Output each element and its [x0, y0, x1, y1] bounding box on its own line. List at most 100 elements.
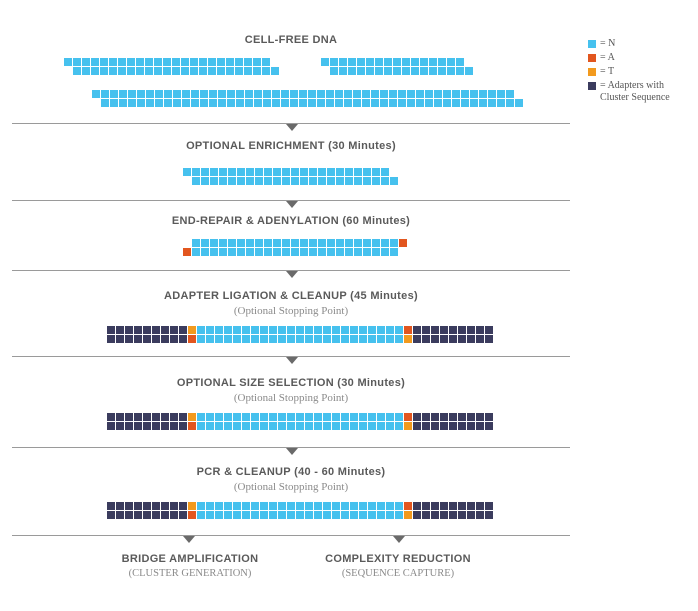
- base-n-block: [269, 502, 277, 510]
- base-n-block: [350, 502, 358, 510]
- base-n-block: [228, 239, 236, 247]
- adapter-block: [125, 422, 133, 430]
- base-n-block: [242, 335, 250, 343]
- base-n-block: [395, 326, 403, 334]
- base-n-block: [128, 90, 136, 98]
- base-n-block: [341, 502, 349, 510]
- base-n-block: [290, 90, 298, 98]
- adapter-block: [179, 326, 187, 334]
- base-t-block: [404, 511, 412, 519]
- adapter-block: [170, 413, 178, 421]
- base-n-block: [182, 90, 190, 98]
- base-n-block: [308, 99, 316, 107]
- base-n-block: [215, 335, 223, 343]
- adapter-block: [449, 502, 457, 510]
- base-n-block: [411, 67, 419, 75]
- base-n-block: [461, 90, 469, 98]
- base-n-block: [309, 177, 317, 185]
- base-n-block: [218, 99, 226, 107]
- dna-strand-row: [192, 239, 408, 247]
- base-n-block: [119, 99, 127, 107]
- base-n-block: [242, 326, 250, 334]
- adapter-block: [125, 511, 133, 519]
- base-n-block: [287, 413, 295, 421]
- dna-strand-row: [183, 248, 399, 256]
- base-n-block: [291, 248, 299, 256]
- base-n-block: [236, 99, 244, 107]
- base-n-block: [263, 99, 271, 107]
- adapter-block: [422, 413, 430, 421]
- base-n-block: [336, 248, 344, 256]
- base-n-block: [296, 335, 304, 343]
- base-n-block: [305, 413, 313, 421]
- base-n-block: [332, 511, 340, 519]
- adapter-block: [107, 511, 115, 519]
- base-n-block: [335, 90, 343, 98]
- base-n-block: [208, 58, 216, 66]
- adapter-block: [431, 335, 439, 343]
- square-swatch-icon: [588, 68, 596, 76]
- adapter-block: [476, 335, 484, 343]
- base-n-block: [318, 248, 326, 256]
- base-n-block: [348, 58, 356, 66]
- base-n-block: [210, 239, 218, 247]
- base-n-block: [375, 58, 383, 66]
- output-title-bridge-amplification: BRIDGE AMPLIFICATION: [121, 553, 259, 565]
- adapter-block: [107, 335, 115, 343]
- base-n-block: [305, 335, 313, 343]
- base-n-block: [341, 413, 349, 421]
- base-n-block: [269, 335, 277, 343]
- base-t-block: [404, 422, 412, 430]
- base-n-block: [354, 177, 362, 185]
- base-n-block: [348, 67, 356, 75]
- base-n-block: [208, 67, 216, 75]
- adapter-block: [431, 413, 439, 421]
- base-n-block: [305, 511, 313, 519]
- legend-label: = Adapters with Cluster Sequence: [600, 80, 670, 103]
- base-n-block: [210, 177, 218, 185]
- base-n-block: [262, 58, 270, 66]
- down-arrow-icon: [183, 536, 195, 543]
- legend-item-n: = N: [588, 38, 695, 50]
- adapter-block: [152, 422, 160, 430]
- base-n-block: [136, 67, 144, 75]
- base-n-block: [327, 248, 335, 256]
- down-arrow-icon: [286, 201, 298, 208]
- base-n-block: [246, 177, 254, 185]
- base-n-block: [242, 502, 250, 510]
- base-n-block: [438, 58, 446, 66]
- base-n-block: [254, 90, 262, 98]
- adapter-block: [152, 326, 160, 334]
- adapter-block: [413, 413, 421, 421]
- base-n-block: [384, 67, 392, 75]
- base-n-block: [381, 168, 389, 176]
- divider-1: [12, 123, 570, 124]
- dna-strand-row: [73, 67, 280, 75]
- base-n-block: [359, 511, 367, 519]
- base-n-block: [254, 99, 262, 107]
- adapter-block: [485, 413, 493, 421]
- base-n-block: [390, 248, 398, 256]
- adapter-block: [179, 502, 187, 510]
- base-n-block: [296, 422, 304, 430]
- adapter-block: [476, 422, 484, 430]
- adapter-block: [170, 335, 178, 343]
- base-n-block: [357, 58, 365, 66]
- base-n-block: [282, 168, 290, 176]
- base-n-block: [305, 502, 313, 510]
- base-n-block: [73, 58, 81, 66]
- down-arrow-icon: [286, 357, 298, 364]
- adapter-block: [413, 422, 421, 430]
- adapter-block: [431, 511, 439, 519]
- base-n-block: [386, 511, 394, 519]
- base-n-block: [201, 177, 209, 185]
- dna-strand-row: [192, 177, 399, 185]
- base-n-block: [300, 248, 308, 256]
- base-n-block: [375, 67, 383, 75]
- down-arrow-icon: [286, 124, 298, 131]
- base-n-block: [368, 335, 376, 343]
- adapter-block: [134, 422, 142, 430]
- base-n-block: [260, 413, 268, 421]
- legend-item-adapters: = Adapters with Cluster Sequence: [588, 80, 695, 104]
- base-n-block: [470, 99, 478, 107]
